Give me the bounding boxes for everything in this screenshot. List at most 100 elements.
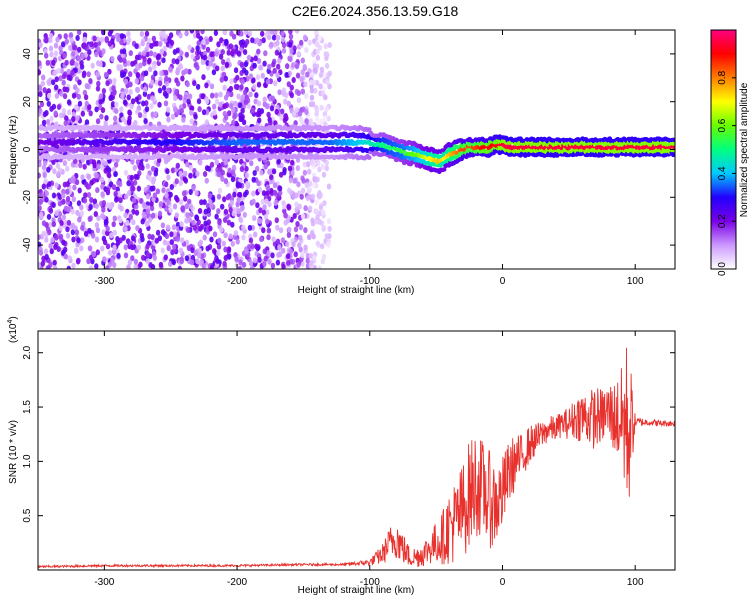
heatmap-noise-cell bbox=[111, 184, 117, 191]
heatmap-noise-cell bbox=[68, 177, 74, 184]
heatmap-noise-cell bbox=[134, 43, 139, 50]
heatmap-noise-cell bbox=[262, 248, 267, 255]
heatmap-noise-cell bbox=[249, 160, 254, 167]
heatmap-noise-cell bbox=[229, 91, 234, 98]
heatmap-noise-cell bbox=[314, 208, 319, 215]
heatmap-noise-cell bbox=[58, 233, 64, 240]
heatmap-noise-cell bbox=[141, 50, 147, 57]
heatmap-noise-cell bbox=[200, 93, 205, 100]
heatmap-noise-cell bbox=[299, 39, 304, 46]
heatmap-noise-cell bbox=[150, 74, 156, 81]
heatmap-noise-cell bbox=[132, 164, 137, 171]
heatmap-noise-cell bbox=[200, 30, 205, 35]
heatmap-noise-cell bbox=[105, 243, 111, 250]
heatmap-noise-cell bbox=[188, 164, 194, 171]
heatmap-noise-cell bbox=[183, 195, 188, 202]
heatmap-noise-cell bbox=[308, 180, 313, 187]
heatmap-noise-cell bbox=[41, 183, 46, 190]
heatmap-noise-cell bbox=[192, 224, 197, 231]
heatmap-noise-cell bbox=[129, 181, 135, 187]
heatmap-noise-cell bbox=[105, 225, 110, 232]
heatmap-noise-cell bbox=[298, 234, 303, 241]
x-tick-label: -300 bbox=[94, 577, 114, 588]
heatmap-noise-cell bbox=[118, 197, 123, 204]
heatmap-noise-cell bbox=[38, 205, 42, 212]
heatmap-noise-cell bbox=[283, 212, 288, 219]
heatmap-noise-cell bbox=[48, 243, 53, 249]
heatmap-noise-cell bbox=[195, 83, 201, 90]
heatmap-noise-cell bbox=[274, 49, 280, 56]
heatmap-noise-cell bbox=[230, 169, 236, 176]
heatmap-noise-cell bbox=[188, 172, 193, 179]
heatmap-noise-cell bbox=[268, 119, 273, 126]
heatmap-noise-cell bbox=[199, 199, 204, 206]
heatmap-noise-cell bbox=[220, 49, 225, 55]
heatmap-noise-cell bbox=[319, 104, 324, 111]
heatmap-noise-cell bbox=[255, 111, 260, 118]
heatmap-noise-cell bbox=[162, 45, 167, 52]
heatmap-noise-cell bbox=[283, 113, 288, 119]
heatmap-noise-cell bbox=[230, 176, 236, 183]
heatmap-noise-cell bbox=[82, 89, 88, 96]
heatmap-noise-cell bbox=[226, 253, 232, 260]
heatmap-noise-cell bbox=[110, 257, 115, 264]
heatmap-noise-cell bbox=[201, 74, 206, 81]
heatmap-noise-cell bbox=[59, 90, 64, 97]
heatmap-noise-cell bbox=[56, 104, 62, 110]
heatmap-noise-cell bbox=[160, 247, 165, 254]
heatmap-noise-cell bbox=[184, 217, 189, 224]
heatmap-noise-cell bbox=[298, 116, 304, 123]
heatmap-noise-cell bbox=[63, 253, 68, 260]
heatmap-noise-cell bbox=[315, 116, 320, 123]
heatmap-noise-cell bbox=[145, 193, 151, 200]
heatmap-noise-cell bbox=[139, 31, 145, 37]
heatmap-noise-cell bbox=[63, 33, 68, 40]
heatmap-noise-cell bbox=[82, 32, 88, 39]
heatmap-noise-cell bbox=[283, 98, 288, 105]
heatmap-noise-cell bbox=[314, 107, 320, 114]
heatmap-noise-cell bbox=[232, 191, 237, 198]
heatmap-noise-cell bbox=[101, 206, 106, 213]
heatmap-noise-cell bbox=[101, 48, 106, 55]
heatmap-noise-cell bbox=[95, 227, 101, 234]
heatmap-noise-cell bbox=[292, 177, 297, 184]
heatmap-noise-cell bbox=[171, 224, 177, 231]
heatmap-noise-cell bbox=[71, 236, 76, 243]
heatmap-noise-cell bbox=[260, 198, 265, 205]
heatmap-noise-cell bbox=[158, 261, 164, 268]
heatmap-noise-cell bbox=[295, 165, 301, 172]
heatmap-noise-cell bbox=[89, 197, 94, 203]
heatmap-noise-cell bbox=[39, 101, 45, 108]
heatmap-noise-cell bbox=[205, 46, 211, 53]
heatmap-noise-cell bbox=[169, 239, 174, 246]
heatmap-noise-cell bbox=[120, 93, 125, 100]
heatmap-noise-cell bbox=[123, 244, 128, 251]
heatmap-ridge-cell bbox=[441, 167, 447, 172]
heatmap-noise-cell bbox=[38, 198, 44, 205]
heatmap-noise-cell bbox=[181, 190, 187, 197]
heatmap-noise-cell bbox=[56, 171, 61, 178]
heatmap-noise-cell bbox=[43, 48, 48, 54]
heatmap-noise-cell bbox=[265, 184, 270, 191]
heatmap-noise-cell bbox=[77, 216, 82, 223]
heatmap-noise-cell bbox=[51, 79, 56, 86]
heatmap-noise-cell bbox=[205, 38, 210, 45]
heatmap-noise-cell bbox=[149, 43, 154, 49]
heatmap-noise-cell bbox=[183, 94, 188, 101]
heatmap-noise-cell bbox=[69, 37, 74, 44]
heatmap-noise-cell bbox=[121, 48, 127, 55]
heatmap-noise-cell bbox=[157, 101, 162, 108]
heatmap-noise-cell bbox=[71, 262, 76, 269]
heatmap-noise-cell bbox=[88, 265, 94, 269]
heatmap-noise-cell bbox=[209, 264, 215, 269]
heatmap-noise-cell bbox=[136, 185, 142, 192]
heatmap-noise-cell bbox=[96, 80, 101, 87]
heatmap-noise-cell bbox=[186, 227, 191, 233]
heatmap-noise-cell bbox=[189, 259, 195, 266]
heatmap-noise-cell bbox=[324, 62, 330, 69]
heatmap-noise-cell bbox=[266, 111, 271, 118]
heatmap-noise-cell bbox=[256, 100, 262, 107]
heatmap-noise-cell bbox=[286, 232, 292, 238]
heatmap-noise-cell bbox=[259, 169, 264, 176]
heatmap-noise-cell bbox=[96, 46, 101, 53]
